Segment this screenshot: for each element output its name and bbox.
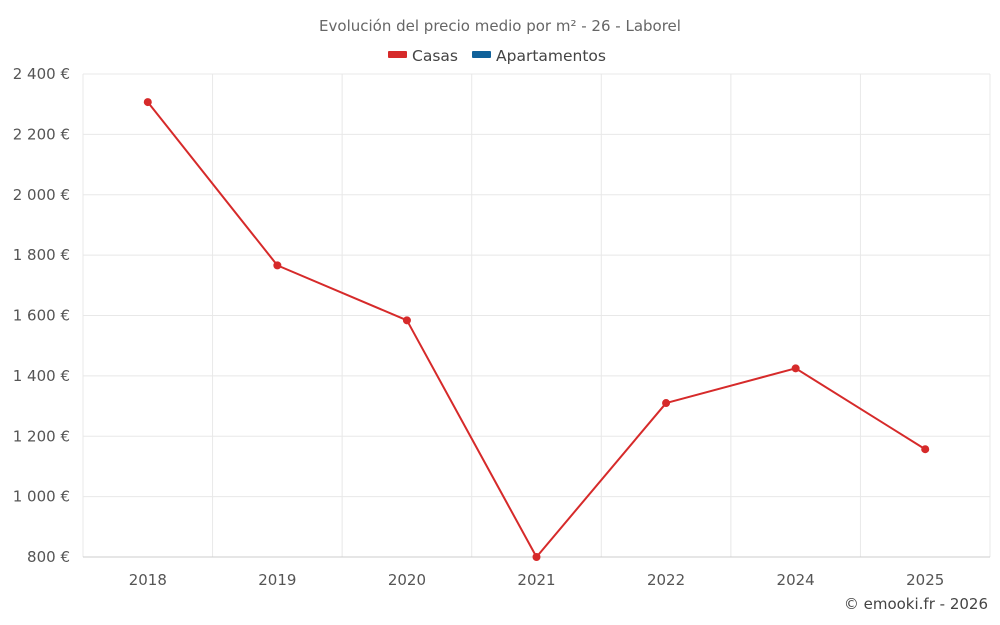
y-tick-label: 2 000 € (13, 186, 70, 204)
y-gridlines (83, 73, 990, 498)
data-point[interactable] (143, 98, 152, 107)
data-point[interactable] (273, 261, 282, 270)
y-tick-label: 1 200 € (13, 427, 70, 445)
data-point[interactable] (662, 399, 671, 408)
legend-swatch-casas (388, 51, 407, 58)
data-point[interactable] (402, 316, 411, 325)
x-tick-label: 2022 (647, 571, 685, 589)
legend-label-casas: Casas (412, 47, 458, 65)
series-layer (143, 98, 930, 561)
chart-title: Evolución del precio medio por m² - 26 -… (319, 17, 681, 35)
legend-swatch-apartamentos (472, 51, 491, 58)
legend-label-apartamentos: Apartamentos (496, 47, 606, 65)
y-tick-label: 1 400 € (13, 367, 70, 385)
x-gridlines (82, 74, 991, 557)
x-tick-label: 2021 (517, 571, 555, 589)
x-tick-label: 2024 (777, 571, 815, 589)
x-axis-tick-labels: 2018 2019 2020 2021 2022 2024 2025 (129, 571, 945, 589)
y-tick-label: 2 200 € (13, 125, 70, 143)
y-tick-label: 1 000 € (13, 488, 70, 506)
data-point[interactable] (921, 445, 930, 454)
y-tick-label: 800 € (27, 548, 70, 566)
legend: Casas Apartamentos (388, 47, 606, 65)
legend-item-apartamentos[interactable]: Apartamentos (472, 47, 606, 65)
y-tick-label: 1 600 € (13, 307, 70, 325)
series-line-casas (146, 101, 927, 558)
x-tick-label: 2018 (129, 571, 167, 589)
legend-item-casas[interactable]: Casas (388, 47, 458, 65)
x-tick-label: 2020 (388, 571, 426, 589)
y-axis-tick-labels: 800 € 1 000 € 1 200 € 1 400 € 1 600 € 1 800 €… (13, 65, 70, 566)
data-point[interactable] (532, 553, 541, 561)
x-tick-label: 2019 (258, 571, 296, 589)
data-point[interactable] (791, 364, 800, 373)
chart-credit: © emooki.fr - 2026 (844, 595, 988, 613)
y-tick-label: 2 400 € (13, 65, 70, 83)
x-tick-label: 2025 (906, 571, 944, 589)
y-tick-label: 1 800 € (13, 246, 70, 264)
